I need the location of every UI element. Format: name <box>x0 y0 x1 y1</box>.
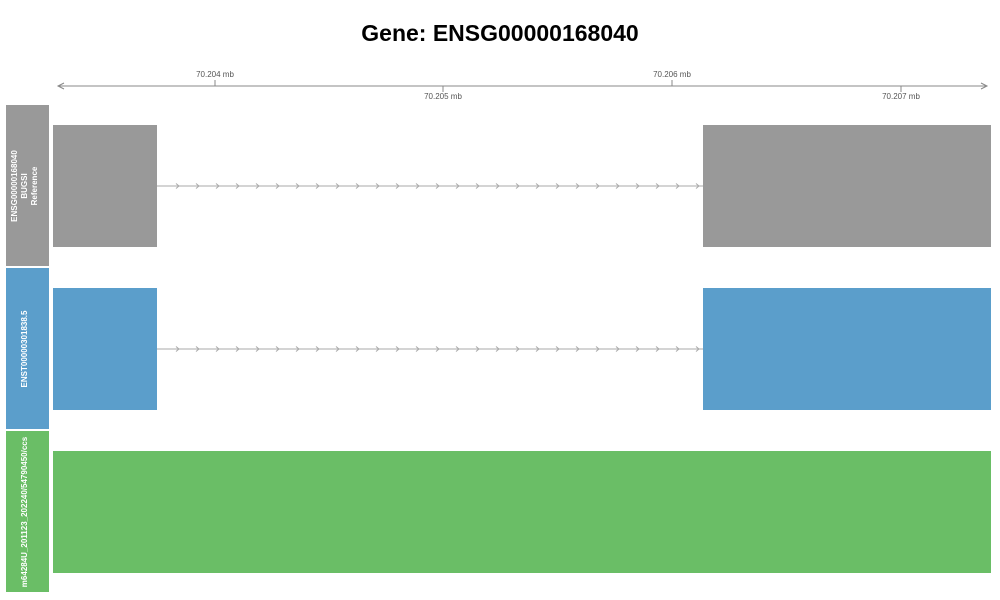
strand-arrow <box>695 346 700 352</box>
genome-axis: 70.204 mb 70.205 mb 70.206 mb 70.207 mb <box>56 70 989 101</box>
exon-block <box>703 288 991 410</box>
strand-arrow <box>355 183 360 189</box>
axis-arrow-left <box>56 82 65 90</box>
strand-arrow <box>675 183 680 189</box>
strand-arrow <box>535 346 540 352</box>
strand-arrow <box>355 346 360 352</box>
strand-arrow <box>535 183 540 189</box>
page-title: Gene: ENSG00000168040 <box>361 20 639 46</box>
axis-tick-label: 70.205 mb <box>424 92 462 101</box>
strand-arrow <box>415 346 420 352</box>
strand-arrow <box>295 183 300 189</box>
exon-block <box>703 125 991 247</box>
track-title-panel <box>6 105 49 266</box>
strand-arrow <box>615 183 620 189</box>
strand-arrow <box>515 346 520 352</box>
track-title-panel <box>6 268 49 429</box>
strand-arrow <box>255 346 260 352</box>
track-title-label: BUGSI <box>20 173 29 198</box>
strand-arrow <box>575 183 580 189</box>
strand-arrow <box>555 346 560 352</box>
strand-arrow <box>595 346 600 352</box>
track-read: m64284U_201123_202240/54790450/ccs <box>6 431 991 592</box>
strand-arrow <box>275 346 280 352</box>
strand-arrow <box>615 346 620 352</box>
strand-arrow <box>655 183 660 189</box>
strand-arrow <box>235 183 240 189</box>
strand-arrow <box>315 346 320 352</box>
strand-arrow <box>555 183 560 189</box>
strand-arrow <box>475 183 480 189</box>
strand-arrow <box>395 346 400 352</box>
strand-arrow <box>175 183 180 189</box>
strand-arrow <box>375 346 380 352</box>
exon-block <box>53 125 157 247</box>
strand-arrow <box>455 183 460 189</box>
exon-block <box>53 288 157 410</box>
track-title-label: ENSG00000168040 <box>10 150 19 222</box>
track-title-label: m64284U_201123_202240/54790450/ccs <box>20 436 29 587</box>
track-title-label: Reference <box>30 166 39 205</box>
strand-arrow <box>195 346 200 352</box>
strand-arrow <box>675 346 680 352</box>
strand-arrow <box>495 346 500 352</box>
exon-block <box>53 451 991 573</box>
axis-tick-label: 70.204 mb <box>196 70 234 79</box>
axis-tick-label: 70.207 mb <box>882 92 920 101</box>
strand-arrow <box>435 346 440 352</box>
strand-arrow <box>415 183 420 189</box>
track-reference: ENSG00000168040 BUGSI Reference <box>6 105 991 266</box>
strand-arrow <box>635 346 640 352</box>
axis-arrow-right <box>980 82 989 90</box>
strand-arrow <box>455 346 460 352</box>
track-title-label: ENST00000301838.5 <box>20 310 29 388</box>
track-transcript: ENST00000301838.5 <box>6 268 991 429</box>
strand-arrow <box>515 183 520 189</box>
strand-arrow <box>335 346 340 352</box>
strand-arrow <box>435 183 440 189</box>
strand-arrow <box>295 346 300 352</box>
intron-line <box>157 346 703 352</box>
axis-tick-label: 70.206 mb <box>653 70 691 79</box>
intron-line <box>157 183 703 189</box>
strand-arrow <box>655 346 660 352</box>
strand-arrow <box>575 346 580 352</box>
strand-arrow <box>195 183 200 189</box>
strand-arrow <box>475 346 480 352</box>
strand-arrow <box>375 183 380 189</box>
strand-arrow <box>315 183 320 189</box>
strand-arrow <box>175 346 180 352</box>
strand-arrow <box>275 183 280 189</box>
strand-arrow <box>595 183 600 189</box>
strand-arrow <box>695 183 700 189</box>
strand-arrow <box>335 183 340 189</box>
strand-arrow <box>495 183 500 189</box>
track-title-panel <box>6 431 49 592</box>
strand-arrow <box>395 183 400 189</box>
strand-arrow <box>255 183 260 189</box>
strand-arrow <box>635 183 640 189</box>
strand-arrow <box>235 346 240 352</box>
strand-arrow <box>215 346 220 352</box>
strand-arrow <box>215 183 220 189</box>
